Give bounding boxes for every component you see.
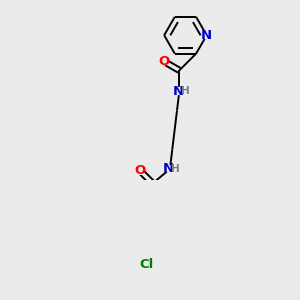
Circle shape bbox=[176, 88, 183, 94]
Text: O: O bbox=[158, 55, 169, 68]
Circle shape bbox=[160, 58, 167, 65]
Text: H: H bbox=[171, 164, 180, 174]
Circle shape bbox=[167, 166, 173, 172]
Text: Cl: Cl bbox=[140, 258, 154, 272]
Text: N: N bbox=[201, 29, 212, 42]
Circle shape bbox=[143, 261, 150, 268]
Circle shape bbox=[203, 32, 210, 39]
Text: N: N bbox=[163, 163, 174, 176]
Text: H: H bbox=[181, 86, 190, 96]
Circle shape bbox=[137, 167, 144, 174]
Text: N: N bbox=[172, 85, 184, 98]
Text: O: O bbox=[135, 164, 146, 177]
